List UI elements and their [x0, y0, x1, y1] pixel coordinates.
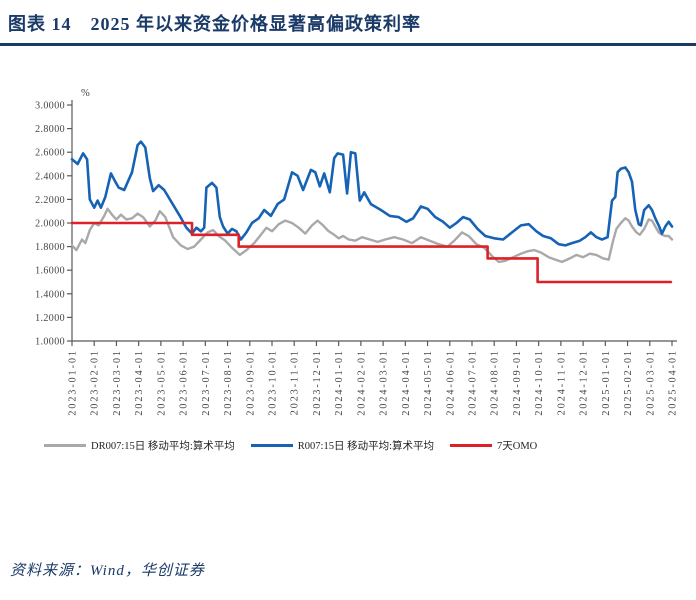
x-tick-label: 2024-12-01 — [579, 349, 590, 416]
axis-lines — [71, 99, 677, 342]
page-title: 图表 14 2025 年以来资金价格显著高偏政策利率 — [8, 14, 421, 34]
x-tick-label: 2024-05-01 — [423, 349, 434, 416]
omo-line — [70, 221, 673, 283]
title-divider — [0, 43, 696, 46]
x-tick-label: 2024-04-01 — [401, 349, 412, 416]
r007-line — [70, 139, 674, 247]
x-tick-label: 2023-11-01 — [290, 349, 301, 415]
x-tick-label: 2023-07-01 — [201, 349, 212, 416]
y-tick-label: 1.8000 — [35, 242, 65, 253]
omo-line-swatch-icon — [450, 443, 493, 447]
x-tick-label: 2024-02-01 — [356, 349, 367, 416]
y-tick-label: 2.8000 — [35, 124, 65, 135]
y-tick-label: 3.0000 — [35, 100, 65, 111]
y-axis-unit-label: % — [81, 88, 90, 99]
x-tick-label: 2023-01-01 — [68, 349, 79, 416]
y-tick-label: 2.6000 — [35, 147, 65, 158]
x-tick-label: 2024-10-01 — [534, 349, 545, 416]
chart-legend: DR007:15日 移动平均:算术平均 R007:15日 移动平均:算术平均 7… — [44, 438, 696, 453]
x-tick-label: 2024-01-01 — [334, 349, 345, 416]
y-tick-label: 1.0000 — [35, 336, 65, 347]
x-tick-label: 2023-10-01 — [268, 349, 279, 416]
legend-label-omo: 7天OMO — [497, 440, 538, 452]
x-tick-label: 2024-07-01 — [468, 349, 479, 416]
x-tick-label: 2023-06-01 — [179, 349, 190, 416]
legend-label-dr007: DR007:15日 移动平均:算术平均 — [91, 440, 235, 452]
legend-label-r007: R007:15日 移动平均:算术平均 — [297, 440, 435, 452]
x-tick-label: 2024-08-01 — [490, 349, 501, 416]
legend-item-dr007: DR007:15日 移动平均:算术平均 — [44, 438, 235, 453]
y-tick-label: 2.4000 — [35, 171, 65, 182]
x-tick-label: 2024-09-01 — [512, 349, 523, 416]
x-tick-label: 2025-03-01 — [645, 349, 656, 416]
x-tick-label: 2023-08-01 — [223, 349, 234, 416]
x-tick-label: 2024-11-01 — [556, 349, 567, 415]
y-axis: 3.0000 2.8000 2.6000 2.4000 2.2000 2.0000 1.80… — [35, 100, 72, 347]
x-tick-label: 2025-04-01 — [668, 349, 679, 416]
y-tick-label: 2.2000 — [35, 194, 65, 205]
dr007-line-swatch-icon — [44, 443, 86, 447]
dr007-line — [70, 207, 674, 263]
source-note: 资料来源：Wind，华创证券 — [10, 562, 205, 579]
y-tick-label: 2.0000 — [35, 218, 65, 229]
legend-item-r007: R007:15日 移动平均:算术平均 — [250, 438, 435, 453]
page-root: { "header": { "title": "图表 14 2025 年以来资金… — [0, 10, 696, 600]
x-tick-label: 2023-05-01 — [156, 349, 167, 416]
x-tick-label: 2023-02-01 — [90, 349, 101, 416]
rate-chart-svg: 3.0000 2.8000 2.6000 2.4000 2.2000 2.0000 1.80… — [35, 88, 679, 416]
legend-item-omo: 7天OMO — [450, 438, 537, 453]
x-tick-label: 2024-06-01 — [445, 349, 456, 416]
x-tick-label: 2025-02-01 — [623, 349, 634, 416]
y-tick-label: 1.2000 — [35, 312, 65, 323]
x-tick-label: 2025-01-01 — [601, 349, 612, 416]
x-tick-label: 2023-04-01 — [134, 349, 145, 416]
r007-line-swatch-icon — [250, 443, 293, 447]
y-tick-label: 1.4000 — [35, 289, 65, 300]
x-axis: 2023-01-01 2023-02-01 2023-03-01 2023-04-01… — [68, 340, 679, 416]
x-tick-label: 2024-03-01 — [379, 349, 390, 416]
x-tick-label: 2023-12-01 — [312, 349, 323, 416]
chart-area: 3.0000 2.8000 2.6000 2.4000 2.2000 2.0000 1.80… — [0, 60, 696, 430]
y-tick-label: 1.6000 — [35, 265, 65, 276]
x-tick-label: 2023-09-01 — [245, 349, 256, 416]
x-tick-label: 2023-03-01 — [112, 349, 123, 416]
